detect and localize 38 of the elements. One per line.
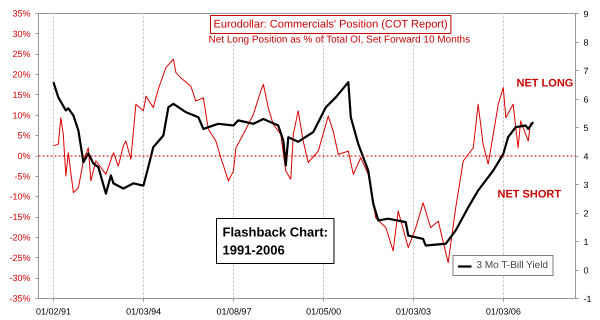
y-tick-label: 15% [12, 90, 30, 100]
text: Net Long Position as % of Total OI, Set Forward 10 Months [208, 34, 470, 46]
x-tick-label: 01/03/94 [126, 306, 162, 316]
y-tick-label: 25% [12, 49, 30, 60]
x-tick-label: 01/05/00 [306, 306, 342, 316]
y-tick-label: 10% [12, 110, 30, 120]
y2-tick-label: -1 [584, 294, 592, 304]
y-tick-label: -15% [9, 212, 31, 222]
y-tick-label: -5% [14, 171, 31, 182]
x-tick-label: 01/08/97 [216, 306, 252, 316]
y-tick-label: -25% [9, 252, 31, 263]
annotation: NET SHORT [498, 188, 562, 200]
annotation: Flashback Chart: 1991-2006 [222, 224, 328, 258]
x-tick-label: 01/03/03 [396, 306, 431, 316]
y-tick-label: 0% [17, 151, 31, 161]
y2-tick-label: 1 [584, 237, 589, 247]
y-tick-label: 5% [17, 130, 31, 141]
y2-tick-label: 3 [584, 180, 589, 190]
y2-tick-label: 4 [584, 152, 589, 162]
y-tick-label: 35% [12, 8, 30, 18]
x-tick-label: 01/03/06 [486, 306, 521, 316]
annotation: NET LONG [516, 78, 574, 90]
y2-tick-label: 6 [584, 94, 589, 104]
y-tick-label: 30% [12, 28, 30, 39]
y-tick-label: -30% [9, 273, 31, 284]
y-tick-label: 20% [12, 70, 30, 80]
y2-tick-label: 8 [584, 38, 589, 48]
y-tick-label: -20% [9, 232, 31, 242]
y2-tick-label: 5 [584, 123, 589, 133]
x-tick-label: 01/02/91 [36, 306, 72, 316]
y-tick-label: -10% [9, 192, 31, 202]
y-tick-label: -35% [9, 294, 31, 304]
y2-tick-label: 2 [584, 208, 589, 218]
y2-tick-label: 0 [584, 266, 589, 276]
y2-tick-label: 9 [584, 9, 589, 19]
y2-tick-label: 7 [584, 66, 589, 76]
legend-label: 3 Mo T-Bill Yield [476, 260, 548, 271]
text: Eurodollar: Commercials' Position (COT Report) [214, 18, 448, 30]
